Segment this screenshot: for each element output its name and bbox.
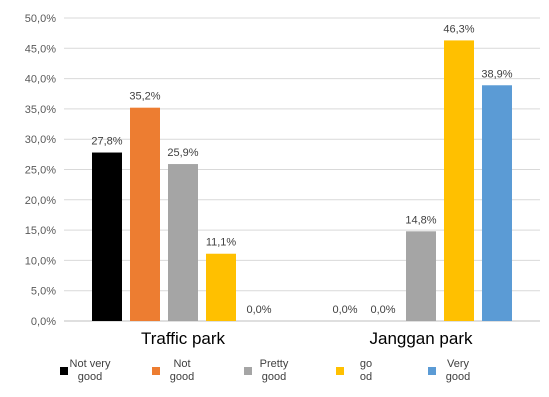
legend: Not very good Not good Pretty good go od Very goo… — [60, 358, 470, 383]
bar-not-good-traffic-park — [130, 107, 160, 321]
bar-pretty-good-janggan-park — [406, 231, 436, 321]
category-labels: Traffic park Janggan park — [141, 329, 473, 348]
bar-go-od-traffic-park — [206, 253, 236, 321]
legend-label: Not very good — [70, 358, 111, 383]
legend-swatch — [152, 367, 160, 375]
y-tick-label: 0,0% — [31, 316, 56, 328]
y-tick-label: 20,0% — [25, 195, 56, 207]
data-label: 25,9% — [167, 147, 198, 159]
data-label: 14,8% — [405, 214, 436, 226]
data-label: 38,9% — [481, 68, 512, 80]
y-tick-label: 45,0% — [25, 43, 56, 55]
y-tick-label: 30,0% — [25, 134, 56, 146]
legend-swatch — [428, 367, 436, 375]
y-tick-label: 15,0% — [25, 225, 56, 237]
legend-label: Pretty good — [260, 358, 289, 383]
data-label: 27,8% — [91, 136, 122, 148]
legend-label: go od — [360, 358, 372, 383]
data-labels: 27,8% 35,2% 25,9% 11,1% 0,0% 0,0% 0,0% 14,8% 46,… — [91, 23, 512, 316]
data-label: 0,0% — [246, 304, 271, 316]
y-tick-label: 50,0% — [25, 13, 56, 25]
legend-swatch — [60, 367, 68, 375]
data-label: 35,2% — [129, 91, 160, 103]
legend-label: Not good — [170, 358, 194, 383]
y-tick-label: 25,0% — [25, 165, 56, 177]
y-tick-label: 40,0% — [25, 74, 56, 86]
legend-swatch — [336, 367, 344, 375]
data-label: 0,0% — [370, 304, 395, 316]
y-tick-label: 5,0% — [31, 286, 56, 298]
y-tick-label: 10,0% — [25, 255, 56, 267]
bars — [92, 40, 512, 322]
data-label: 11,1% — [206, 237, 237, 249]
bar-not-very-good-traffic-park — [92, 152, 122, 321]
y-tick-label: 35,0% — [25, 104, 56, 116]
bar-pretty-good-traffic-park — [168, 164, 198, 321]
legend-label: Very good — [446, 358, 470, 383]
y-axis: 0,0% 5,0% 10,0% 15,0% 20,0% 25,0% 30,0% 35,0% 40… — [25, 13, 56, 328]
legend-swatch — [244, 367, 252, 375]
data-label: 46,3% — [443, 23, 474, 35]
bar-very-good-janggan-park — [482, 85, 512, 322]
bar-go-od-janggan-park — [444, 40, 474, 322]
category-label: Traffic park — [141, 329, 226, 348]
data-label: 0,0% — [332, 304, 357, 316]
category-label: Janggan park — [369, 329, 473, 348]
